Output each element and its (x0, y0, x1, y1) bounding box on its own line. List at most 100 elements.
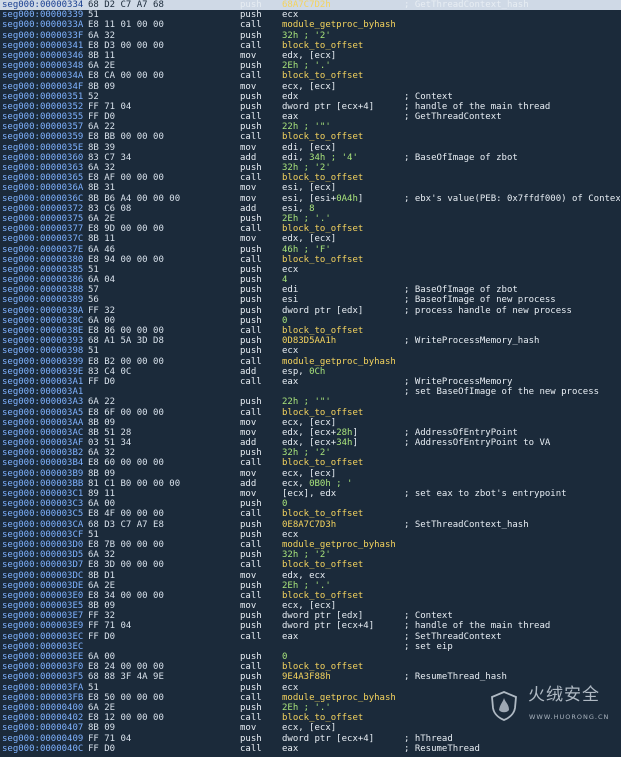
listing-row[interactable]: seg000:00000400 6A 2E push 2Eh ; '.' (0, 703, 621, 713)
listing-row[interactable]: seg000:0000037E 6A 46 push 46h ; 'F' (0, 245, 621, 255)
row-address[interactable]: seg000:0000034A (2, 71, 84, 82)
instruction-operands[interactable]: module_getproc_byhash (282, 357, 417, 367)
instruction-operands[interactable]: block_to_offset (282, 41, 417, 51)
instruction-operands[interactable]: dword ptr [edx] (282, 306, 417, 316)
instruction-operands[interactable]: block_to_offset (282, 591, 417, 601)
instruction-operands[interactable]: edi, 34h ; '4' (282, 153, 417, 163)
listing-row[interactable]: seg000:000003B2 6A 32 push 32h ; '2' (0, 448, 621, 458)
row-address[interactable]: seg000:000003AF (2, 438, 84, 449)
instruction-operands[interactable]: 0D83D5AA1h (282, 336, 417, 346)
listing-row[interactable]: seg000:0000033F 6A 32 push 32h ; '2' (0, 31, 621, 41)
listing-row[interactable]: seg000:0000035E 8B 39 mov edi, [ecx] (0, 143, 621, 153)
row-address[interactable]: seg000:000003EC (2, 631, 84, 642)
listing-row[interactable]: seg000:000003A1 ; set BaseOfImage of the … (0, 387, 621, 397)
row-address[interactable]: seg000:00000388 (2, 285, 84, 296)
instruction-operands[interactable]: esp, 0Ch (282, 367, 417, 377)
instruction-operands[interactable]: 32h ; '2' (282, 550, 417, 560)
row-address[interactable]: seg000:00000351 (2, 91, 84, 102)
instruction-operands[interactable]: eax (282, 112, 417, 122)
row-address[interactable]: seg000:00000393 (2, 336, 84, 347)
row-address[interactable]: seg000:000003AA (2, 417, 84, 428)
listing-row[interactable]: seg000:000003E7 FF 32 push dword ptr [edx];… (0, 611, 621, 621)
instruction-operands[interactable]: edx, [ecx+34h] (282, 438, 417, 448)
listing-row[interactable]: seg000:000003CA 68 D3 C7 A7 E8 push 0E8A7C7… (0, 520, 621, 530)
instruction-operands[interactable]: block_to_offset (282, 560, 417, 570)
row-address[interactable]: seg000:0000034F (2, 81, 84, 92)
listing-row[interactable]: seg000:000003FA 51 push ecx (0, 683, 621, 693)
row-address[interactable]: seg000:00000377 (2, 224, 84, 235)
listing-row[interactable]: seg000:00000341 E8 D3 00 00 00 call block_t… (0, 41, 621, 51)
listing-row[interactable]: seg000:0000037C 8B 11 mov edx, [ecx] (0, 234, 621, 244)
row-address[interactable]: seg000:0000039E (2, 366, 84, 377)
listing-row[interactable]: seg000:0000034F 8B 09 mov ecx, [ecx] (0, 82, 621, 92)
row-address[interactable]: seg000:000003A5 (2, 407, 84, 418)
instruction-operands[interactable]: eax (282, 377, 417, 387)
instruction-operands[interactable]: ecx, [ecx] (282, 82, 417, 92)
listing-row[interactable]: seg000:00000385 51 push ecx (0, 265, 621, 275)
listing-row[interactable]: seg000:0000038A FF 32 push dword ptr [edx];… (0, 306, 621, 316)
listing-row[interactable]: seg000:000003EE 6A 00 push 0 (0, 652, 621, 662)
listing-row[interactable]: seg000:00000375 6A 2E push 2Eh ; '.' (0, 214, 621, 224)
instruction-operands[interactable]: block_to_offset (282, 326, 417, 336)
listing-row[interactable]: seg000:000003E9 FF 71 04 push dword ptr [ec… (0, 621, 621, 631)
row-address[interactable]: seg000:000003EE (2, 652, 84, 662)
listing-row[interactable]: seg000:00000360 83 C7 34 add edi, 34h ; '4'… (0, 153, 621, 163)
row-address[interactable]: seg000:000003E7 (2, 611, 84, 622)
row-address[interactable]: seg000:000003D5 (2, 550, 84, 561)
listing-row[interactable]: seg000:0000040C FF D0 call eax ; ResumeThrea… (0, 744, 621, 754)
row-address[interactable]: seg000:00000360 (2, 152, 84, 163)
row-address[interactable]: seg000:00000341 (2, 40, 84, 51)
row-address[interactable]: seg000:000003CF (2, 529, 84, 540)
instruction-operands[interactable]: esi, [esi+0A4h] (282, 194, 417, 204)
instruction-operands[interactable]: 46h ; 'F' (282, 245, 417, 255)
instruction-operands[interactable]: block_to_offset (282, 509, 417, 519)
instruction-operands[interactable]: 2Eh ; '.' (282, 214, 417, 224)
instruction-operands[interactable]: ecx, [ecx] (282, 601, 417, 611)
instruction-operands[interactable]: 2Eh ; '.' (282, 61, 417, 71)
listing-row[interactable]: seg000:000003D7 E8 3D 00 00 00 call block_t… (0, 560, 621, 570)
listing-row[interactable]: seg000:00000407 8B 09 mov ecx, [ecx] (0, 723, 621, 733)
listing-row[interactable]: seg000:000003A1 FF D0 call eax ; WriteProces… (0, 377, 621, 387)
instruction-operands[interactable]: edx, [ecx] (282, 51, 417, 61)
instruction-operands[interactable]: 0 (282, 499, 417, 509)
instruction-operands[interactable]: eax (282, 632, 417, 642)
listing-row[interactable]: seg000:00000365 E8 AF 00 00 00 call block_t… (0, 173, 621, 183)
row-address[interactable]: seg000:000003AC (2, 427, 84, 438)
row-address[interactable]: seg000:00000348 (2, 61, 84, 72)
row-address[interactable]: seg000:00000375 (2, 213, 84, 224)
row-address[interactable]: seg000:00000400 (2, 702, 84, 713)
row-address[interactable]: seg000:00000365 (2, 173, 84, 184)
instruction-operands[interactable]: 22h ; '"' (282, 397, 417, 407)
instruction-operands[interactable]: esi (282, 295, 417, 305)
instruction-operands[interactable]: 68A7C7D2h (282, 0, 417, 10)
instruction-operands[interactable]: block_to_offset (282, 408, 417, 418)
instruction-operands[interactable]: dword ptr [edx] (282, 611, 417, 621)
instruction-operands[interactable]: dword ptr [ecx+4] (282, 102, 417, 112)
instruction-operands[interactable]: dword ptr [ecx+4] (282, 734, 417, 744)
row-address[interactable]: seg000:00000385 (2, 264, 84, 275)
listing-row[interactable]: seg000:000003FB E8 50 00 00 00 call module_… (0, 693, 621, 703)
row-address[interactable]: seg000:0000037E (2, 244, 84, 255)
row-address[interactable]: seg000:00000407 (2, 723, 84, 734)
instruction-operands[interactable]: 0 (282, 652, 417, 662)
instruction-operands[interactable]: ecx (282, 683, 417, 693)
instruction-operands[interactable]: block_to_offset (282, 132, 417, 142)
listing-row[interactable]: seg000:00000346 8B 11 mov edx, [ecx] (0, 51, 621, 61)
listing-row[interactable]: seg000:000003EC FF D0 call eax ; SetThreadCo… (0, 632, 621, 642)
row-address[interactable]: seg000:000003A1 (2, 376, 84, 387)
listing-row[interactable]: seg000:00000372 83 C6 08 add esi, 8 (0, 204, 621, 214)
instruction-operands[interactable]: edx (282, 92, 417, 102)
listing-row[interactable]: seg000:0000038C 6A 00 push 0 (0, 316, 621, 326)
instruction-operands[interactable]: 32h ; '2' (282, 31, 417, 41)
instruction-operands[interactable]: 22h ; '"' (282, 122, 417, 132)
row-address[interactable]: seg000:00000380 (2, 254, 84, 265)
row-address[interactable]: seg000:0000038E (2, 326, 84, 336)
listing-row[interactable]: seg000:00000409 FF 71 04 push dword ptr [ec… (0, 734, 621, 744)
instruction-operands[interactable]: dword ptr [ecx+4] (282, 621, 417, 631)
instruction-operands[interactable]: 4 (282, 275, 417, 285)
row-address[interactable]: seg000:000003FB (2, 692, 84, 703)
listing-row[interactable]: seg000:00000398 51 push ecx (0, 346, 621, 356)
row-address[interactable]: seg000:000003DC (2, 570, 84, 581)
row-address[interactable]: seg000:000003B2 (2, 448, 84, 459)
row-address[interactable]: seg000:00000409 (2, 733, 84, 744)
